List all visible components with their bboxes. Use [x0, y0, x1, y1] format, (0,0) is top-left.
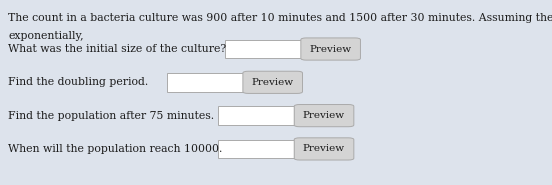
FancyBboxPatch shape [294, 138, 354, 160]
FancyBboxPatch shape [225, 40, 301, 58]
Text: Find the population after 75 minutes.: Find the population after 75 minutes. [8, 111, 214, 121]
FancyBboxPatch shape [301, 38, 360, 60]
FancyBboxPatch shape [218, 106, 294, 125]
Text: The count in a bacteria culture was 900 after 10 minutes and 1500 after 30 minut: The count in a bacteria culture was 900 … [8, 13, 552, 23]
FancyBboxPatch shape [167, 73, 243, 92]
Text: exponentially,: exponentially, [8, 31, 84, 41]
FancyBboxPatch shape [218, 140, 294, 158]
Text: Preview: Preview [252, 78, 294, 87]
FancyBboxPatch shape [243, 71, 302, 93]
Text: What was the initial size of the culture?: What was the initial size of the culture… [8, 44, 226, 54]
Text: When will the population reach 10000.: When will the population reach 10000. [8, 144, 222, 154]
Text: Preview: Preview [310, 45, 352, 53]
FancyBboxPatch shape [294, 105, 354, 127]
Text: Preview: Preview [303, 111, 345, 120]
Text: Find the doubling period.: Find the doubling period. [8, 77, 148, 87]
Text: Preview: Preview [303, 144, 345, 153]
